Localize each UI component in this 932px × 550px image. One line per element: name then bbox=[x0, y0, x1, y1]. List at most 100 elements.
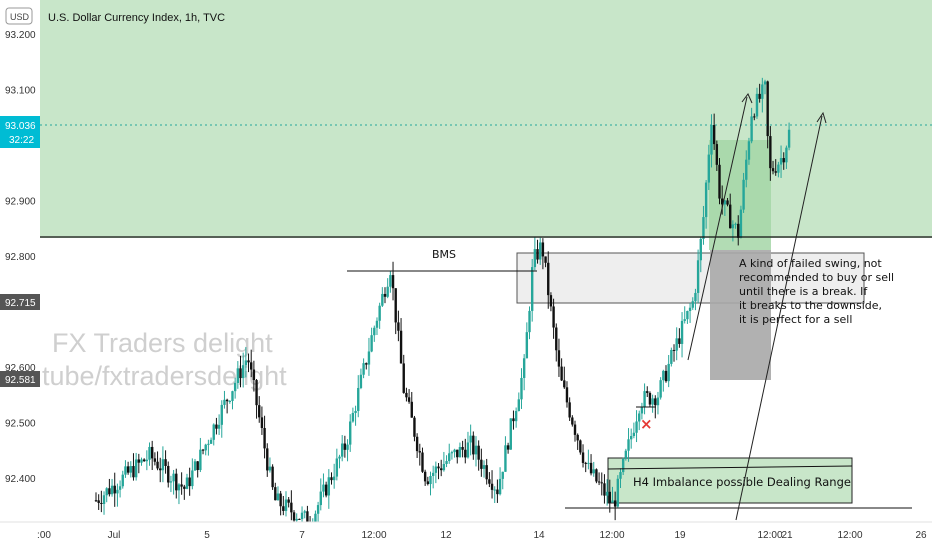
candle-bullish bbox=[228, 401, 231, 403]
candle-bullish bbox=[207, 443, 210, 445]
candle-bearish bbox=[737, 223, 740, 238]
candle-bullish bbox=[244, 360, 248, 366]
time-tick-label: 12:00 bbox=[757, 530, 782, 541]
candle-bullish bbox=[442, 463, 446, 471]
candle-bullish bbox=[121, 474, 124, 487]
candle-bearish bbox=[608, 491, 611, 503]
candle-bullish bbox=[787, 129, 791, 148]
candle-bullish bbox=[501, 471, 504, 479]
candle-bearish bbox=[477, 445, 480, 460]
arrow-line-2 bbox=[735, 115, 823, 521]
candle-bullish bbox=[651, 398, 654, 405]
candle-bullish bbox=[514, 411, 518, 422]
candle-bullish bbox=[656, 397, 660, 406]
current-price-marker bbox=[0, 116, 40, 148]
candle-bullish bbox=[662, 370, 665, 381]
candle-bullish bbox=[635, 421, 638, 433]
watermark-line-1: FX Traders delight bbox=[52, 328, 273, 358]
candle-bearish bbox=[485, 465, 488, 480]
candle-bullish bbox=[193, 461, 197, 471]
candle-bullish bbox=[220, 404, 223, 425]
note-line: it breaks to the downside, bbox=[739, 299, 882, 312]
candle-bearish bbox=[418, 451, 421, 453]
candle-bearish bbox=[215, 424, 218, 429]
time-tick-label: 21 bbox=[781, 530, 793, 541]
candle-bullish bbox=[231, 391, 234, 402]
candle-bullish bbox=[517, 399, 521, 412]
candle-bearish bbox=[266, 448, 269, 471]
time-tick-label: 7 bbox=[299, 530, 305, 541]
imbalance-label: H4 Imbalance possible Dealing Range bbox=[633, 475, 851, 489]
candle-bearish bbox=[391, 275, 395, 289]
candle-bearish bbox=[769, 136, 772, 169]
candle-bullish bbox=[528, 310, 531, 333]
candle-bullish bbox=[367, 351, 371, 365]
candle-bearish bbox=[415, 436, 419, 452]
candle-bullish bbox=[747, 141, 751, 160]
price-axis[interactable] bbox=[0, 28, 40, 528]
candle-bullish bbox=[761, 84, 764, 99]
candle-bearish bbox=[464, 449, 467, 458]
time-tick-label: 14 bbox=[533, 530, 545, 541]
candle-bullish bbox=[763, 81, 767, 85]
candle-bullish bbox=[723, 200, 727, 205]
candle-bearish bbox=[383, 293, 387, 297]
candle-bearish bbox=[279, 493, 282, 507]
candle-bullish bbox=[134, 459, 138, 478]
current-price-label: 93.036 bbox=[5, 121, 36, 132]
candle-bearish bbox=[461, 446, 464, 450]
candle-bearish bbox=[472, 435, 475, 455]
candle-bearish bbox=[571, 417, 574, 425]
candle-bearish bbox=[648, 392, 652, 405]
candle-bearish bbox=[595, 469, 598, 482]
candle-bullish bbox=[777, 164, 780, 173]
candle-bullish bbox=[745, 159, 748, 180]
candle-bearish bbox=[94, 500, 98, 502]
candle-bullish bbox=[357, 387, 360, 411]
time-axis[interactable] bbox=[0, 522, 932, 550]
candle-bullish bbox=[381, 293, 384, 306]
candle-bullish bbox=[223, 399, 226, 405]
candle-bullish bbox=[450, 452, 454, 454]
candle-bearish bbox=[247, 360, 250, 363]
candle-bearish bbox=[603, 483, 606, 496]
candle-bullish bbox=[627, 439, 630, 451]
currency-badge[interactable] bbox=[5, 7, 33, 25]
candle-bullish bbox=[185, 477, 189, 489]
candle-bearish bbox=[568, 402, 571, 418]
candle-bullish bbox=[236, 368, 240, 383]
candle-bullish bbox=[688, 307, 692, 311]
candle-bearish bbox=[255, 380, 258, 406]
candle-bullish bbox=[659, 380, 662, 398]
candlestick-series bbox=[94, 77, 791, 542]
candle-bullish bbox=[621, 458, 625, 473]
candle-bearish bbox=[137, 459, 141, 463]
candle-bearish bbox=[397, 322, 400, 331]
candle-bullish bbox=[710, 125, 713, 155]
price-tick-label: 92.600 bbox=[5, 363, 36, 374]
candle-bearish bbox=[720, 198, 724, 205]
candle-bullish bbox=[616, 478, 620, 507]
time-tick-label: 12:00 bbox=[837, 530, 862, 541]
imbalance-box bbox=[607, 457, 853, 504]
candle-bearish bbox=[365, 363, 368, 365]
candle-bearish bbox=[490, 483, 494, 490]
candle-bearish bbox=[113, 485, 116, 494]
candle-bearish bbox=[410, 401, 413, 418]
candle-bullish bbox=[750, 116, 753, 142]
candle-bullish bbox=[670, 349, 673, 364]
candle-bullish bbox=[124, 466, 127, 475]
candle-bearish bbox=[600, 482, 603, 484]
candle-bullish bbox=[375, 320, 379, 328]
candle-bullish bbox=[731, 224, 735, 229]
candle-bearish bbox=[399, 330, 403, 364]
candle-bullish bbox=[522, 358, 526, 378]
candle-bearish bbox=[413, 417, 416, 437]
candle-bullish bbox=[169, 481, 173, 483]
candle-bearish bbox=[563, 380, 566, 388]
candle-bearish bbox=[766, 81, 769, 137]
candle-bearish bbox=[718, 164, 721, 199]
countdown-label: 32:22 bbox=[9, 135, 34, 146]
candle-bearish bbox=[282, 506, 285, 511]
